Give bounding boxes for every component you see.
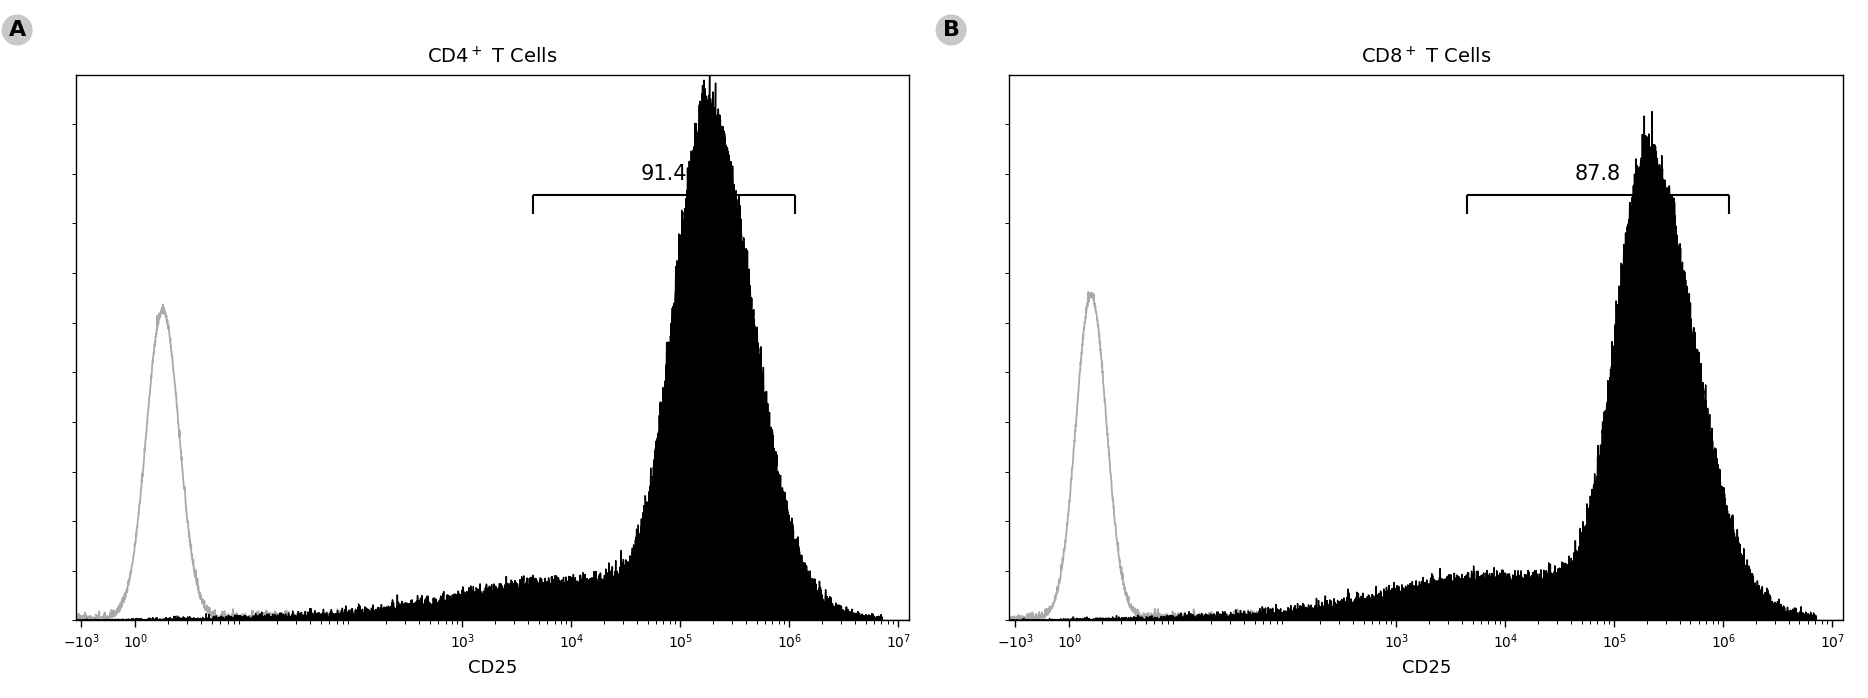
Text: 91.4: 91.4 xyxy=(641,164,687,184)
X-axis label: CD25: CD25 xyxy=(467,659,517,677)
Title: CD4$^+$ T Cells: CD4$^+$ T Cells xyxy=(428,46,559,68)
Text: 87.8: 87.8 xyxy=(1575,164,1621,184)
X-axis label: CD25: CD25 xyxy=(1401,659,1451,677)
Title: CD8$^+$ T Cells: CD8$^+$ T Cells xyxy=(1362,46,1491,68)
Text: B: B xyxy=(943,20,960,40)
Text: A: A xyxy=(9,20,26,40)
